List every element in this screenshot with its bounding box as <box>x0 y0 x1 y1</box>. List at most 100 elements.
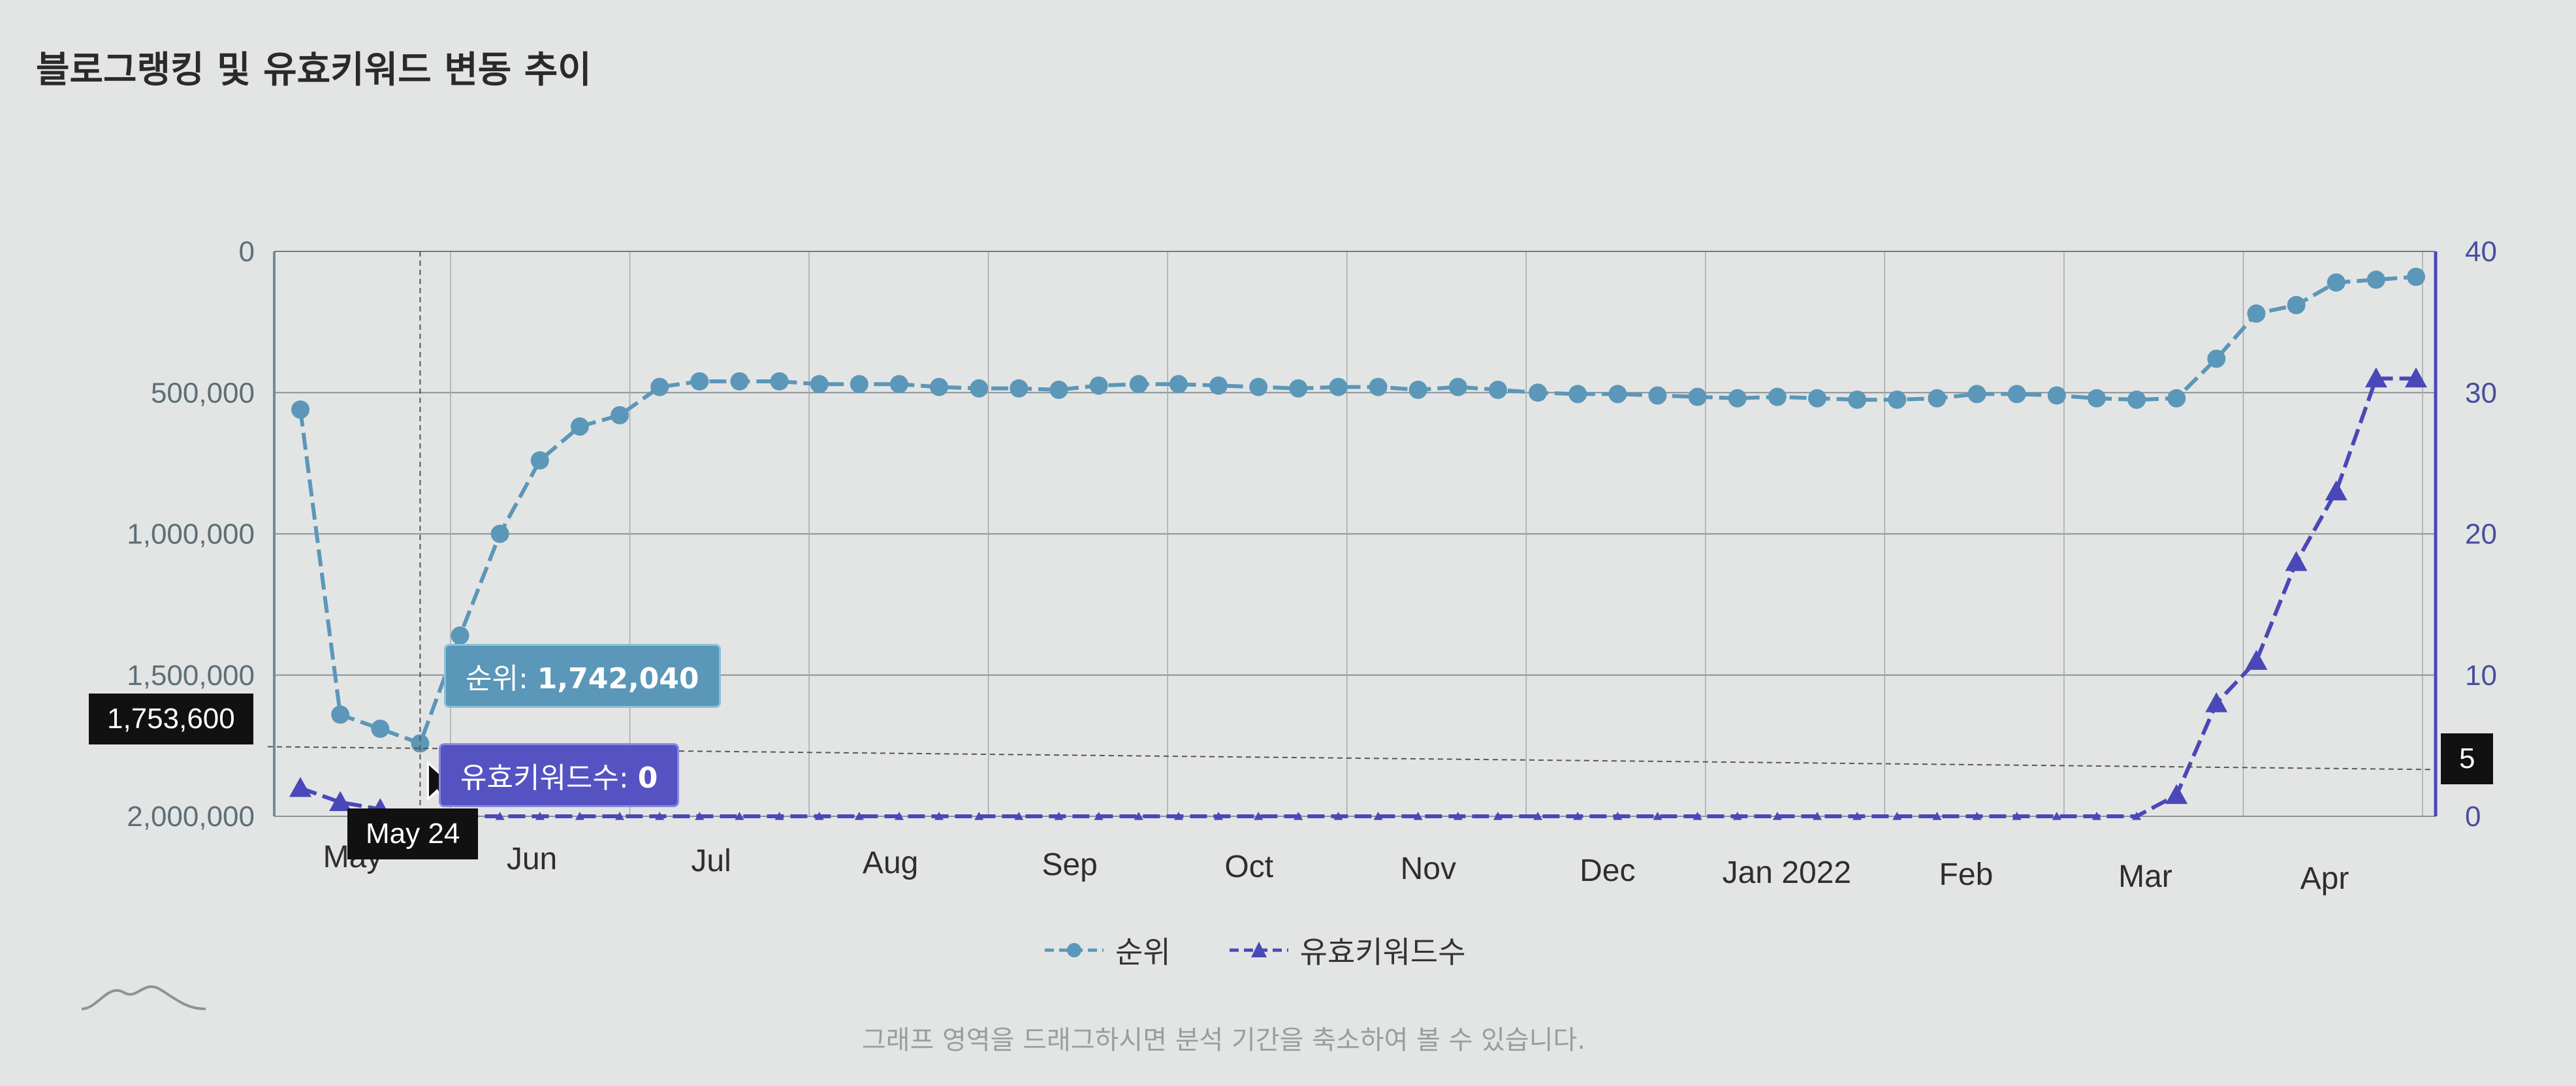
keywords-point <box>1772 812 1782 820</box>
keywords-line <box>300 376 2416 818</box>
keywords-point <box>535 812 545 820</box>
keywords-point <box>2405 367 2427 388</box>
rank-point <box>889 375 908 394</box>
keywords-point <box>1892 812 1902 820</box>
rank-point <box>2047 386 2066 405</box>
crosshair-right-value: 5 <box>2441 733 2494 784</box>
keywords-point <box>1333 812 1343 820</box>
rank-point <box>1209 376 1228 395</box>
legend-keywords-icon <box>1229 942 1288 957</box>
x-tick-label: Jan 2022 <box>1723 855 1852 890</box>
y-left-tick-label: 2,000,000 <box>127 801 255 833</box>
chart-ticks: 0 500,000 1,000,000 1,500,000 2,000,000 0 10 20… <box>127 236 2497 896</box>
chart-axes <box>273 251 2438 816</box>
series-keywords <box>289 367 2427 820</box>
keywords-point <box>1054 812 1064 820</box>
tooltip-rank-value: 1,742,040 <box>537 662 699 695</box>
y-left-tick-label: 500,000 <box>151 377 255 409</box>
rank-point <box>2207 349 2226 368</box>
rank-point <box>2167 389 2186 407</box>
rank-point <box>1169 375 1188 394</box>
rank-point <box>1529 383 1548 402</box>
keywords-point <box>2012 812 2022 820</box>
rank-point <box>1089 376 1108 395</box>
rank-point <box>690 372 709 391</box>
rank-point <box>1289 379 1308 398</box>
y-left-tick-label: 0 <box>239 236 255 268</box>
rank-point <box>1928 389 1947 407</box>
rank-point <box>1608 385 1627 404</box>
keywords-point <box>2205 692 2228 712</box>
x-tick-label: Feb <box>1939 857 1994 892</box>
rank-point <box>291 400 310 419</box>
keywords-point <box>615 812 625 820</box>
rank-point <box>1488 380 1507 399</box>
keywords-point <box>1653 812 1662 820</box>
zoom-reset-icon[interactable] <box>78 973 209 1019</box>
legend-item-keywords[interactable]: 유효키워드수 <box>1229 929 1466 972</box>
keywords-point <box>974 812 984 820</box>
rank-point <box>530 451 549 470</box>
keywords-point <box>1413 812 1423 820</box>
x-tick-label: Oct <box>1224 850 1273 884</box>
keywords-point <box>1573 812 1583 820</box>
rank-point <box>650 377 669 396</box>
x-tick-label: Sep <box>1042 848 1097 882</box>
x-tick-label: Aug <box>863 846 918 880</box>
legend-rank-label: 순위 <box>1115 934 1171 970</box>
y-right-tick-label: 10 <box>2465 660 2497 692</box>
keywords-point <box>2364 367 2387 388</box>
keywords-point <box>2091 812 2101 820</box>
x-tick-label: Dec <box>1580 854 1635 888</box>
keywords-point <box>1613 812 1623 820</box>
rank-point <box>1967 385 1986 404</box>
crosshair-left-value: 1,753,600 <box>89 694 253 744</box>
keywords-point <box>495 812 505 820</box>
keywords-point <box>1254 812 1264 820</box>
rank-point <box>2087 389 2106 407</box>
keywords-point <box>1373 812 1383 820</box>
keywords-point <box>2132 812 2142 820</box>
legend: 순위 유효키워드수 <box>1045 929 1466 972</box>
page-title: 블로그랭킹 및 유효키워드 변동 추이 <box>36 49 592 91</box>
rank-point <box>1648 386 1667 405</box>
keywords-point <box>695 812 705 820</box>
keywords-point <box>774 812 784 820</box>
keywords-point <box>735 812 744 820</box>
x-tick-label: Jul <box>691 844 731 878</box>
rank-point <box>490 524 509 543</box>
keywords-point <box>1294 812 1303 820</box>
rank-point <box>611 406 629 424</box>
legend-keywords-label: 유효키워드수 <box>1299 934 1466 970</box>
rank-point <box>1010 379 1028 398</box>
rank-point <box>2407 267 2425 286</box>
rank-point <box>810 375 829 394</box>
y-left-tick-label: 1,500,000 <box>127 660 255 692</box>
drag-hint: 그래프 영역을 드래그하시면 분석 기간을 축소하여 볼 수 있습니다. <box>862 1025 1586 1055</box>
keywords-point <box>655 812 665 820</box>
keywords-point <box>1014 812 1024 820</box>
crosshair-date: May 24 <box>347 808 479 859</box>
legend-item-rank[interactable]: 순위 <box>1045 929 1171 972</box>
y-right-tick-label: 20 <box>2465 519 2497 551</box>
keywords-point <box>1732 812 1742 820</box>
rank-point <box>331 705 350 724</box>
keywords-point <box>1852 812 1862 820</box>
rank-point <box>451 626 469 645</box>
rank-point <box>1329 377 1348 396</box>
keywords-point <box>1214 812 1224 820</box>
tooltip-kw-label: 유효키워드수: <box>460 761 638 795</box>
x-tick-label: Nov <box>1401 852 1456 886</box>
x-tick-label: Mar <box>2118 859 2172 894</box>
chart-grid <box>274 251 2436 817</box>
rank-point <box>1848 391 1867 409</box>
keywords-point <box>1094 812 1104 820</box>
rank-point <box>970 379 989 398</box>
keywords-point <box>2285 551 2308 571</box>
series-rank <box>291 267 2425 753</box>
keywords-point <box>1173 812 1183 820</box>
rank-point <box>1688 387 1707 406</box>
rank-point <box>2327 273 2345 292</box>
rank-point <box>2287 296 2306 315</box>
